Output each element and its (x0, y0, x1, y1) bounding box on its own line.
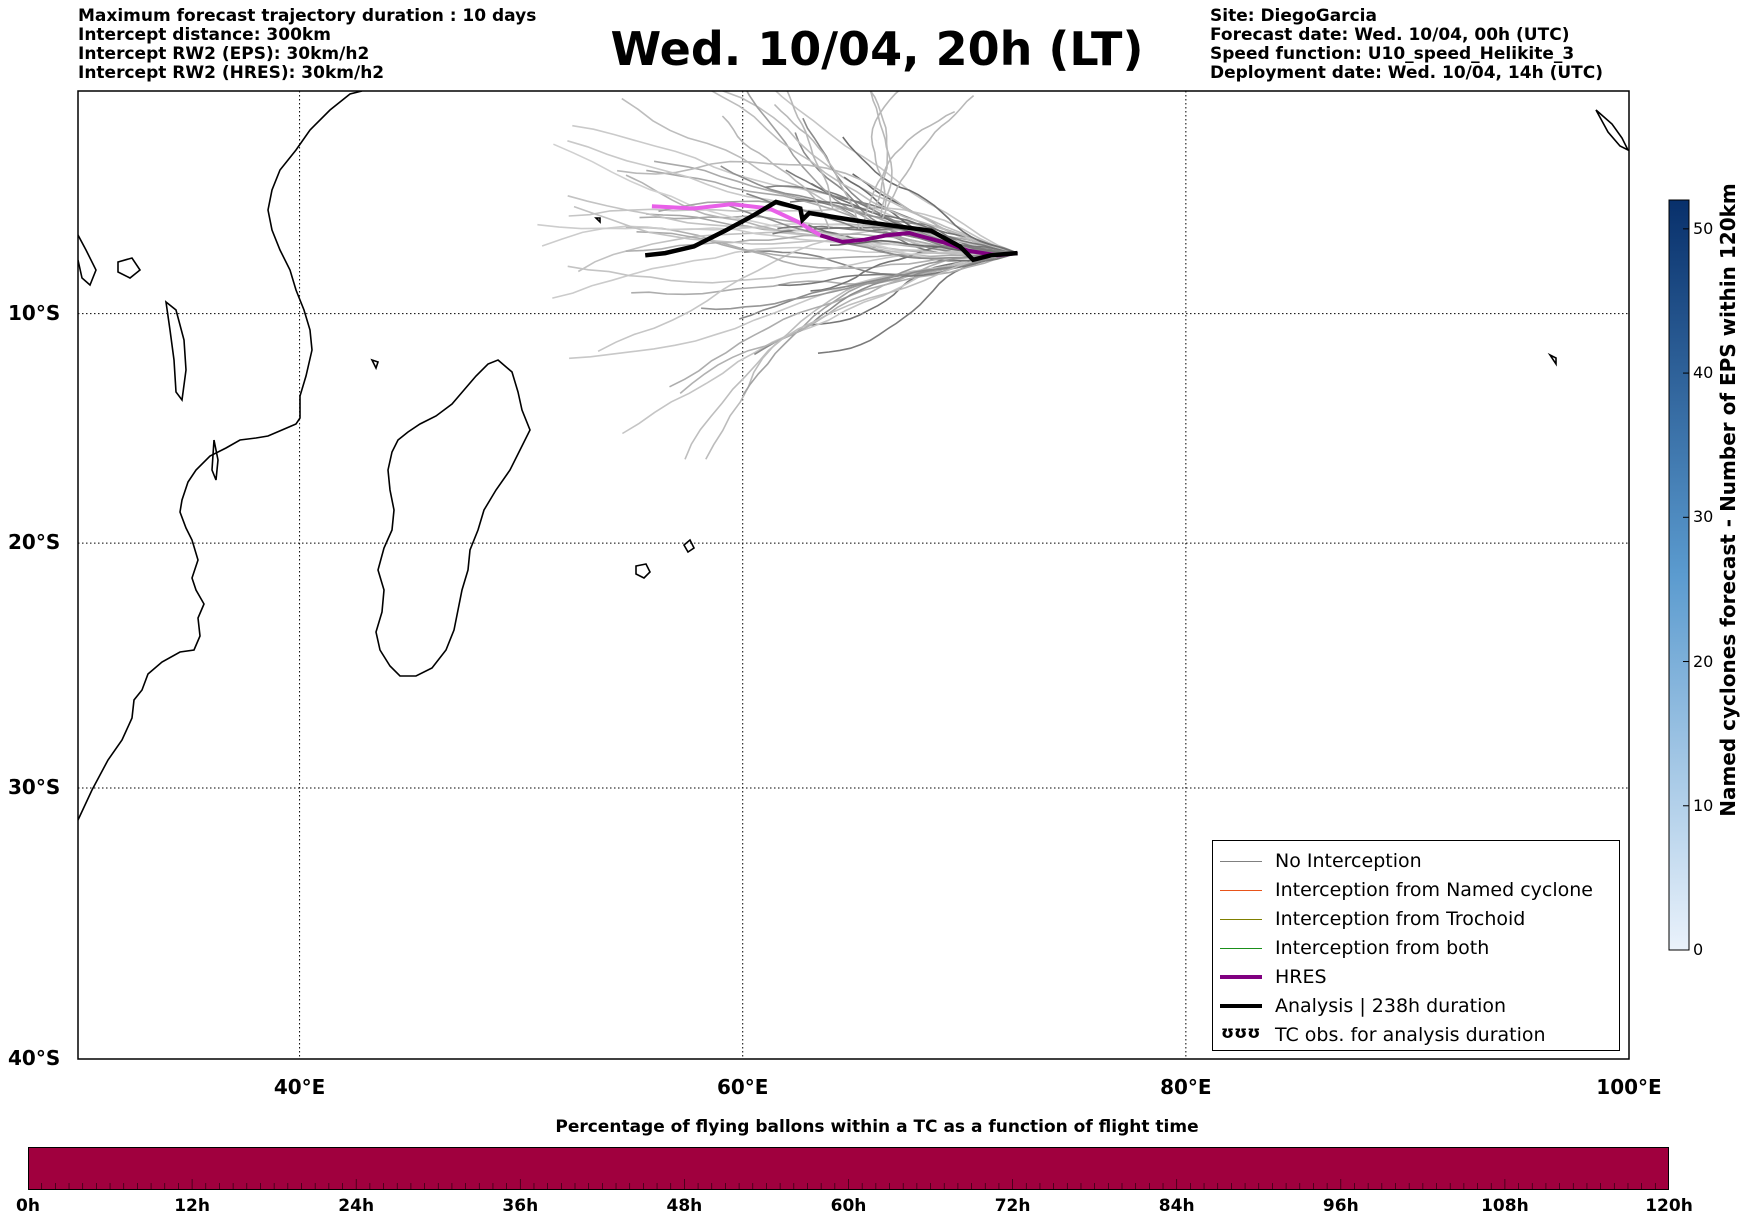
legend-item: Interception from Trochoid (1213, 905, 1619, 933)
header-right-line: Deployment date: Wed. 10/04, 14h (UTC) (1210, 63, 1604, 83)
legend-item: ʊʊʊ TC obs. for analysis duration (1213, 1021, 1619, 1049)
legend-label: TC obs. for analysis duration (1275, 1024, 1546, 1046)
header-left-line: Intercept RW2 (HRES): 30km/h2 (78, 63, 385, 83)
island-mauritius (682, 538, 696, 554)
lake-tanganyika (164, 300, 187, 403)
eps-trajectory (721, 115, 830, 229)
legend-line-swatch (1220, 860, 1262, 862)
colorbar (1668, 199, 1690, 951)
flight-time-tick-label: 12h (174, 1196, 210, 1216)
legend-label: Analysis | 238h duration (1275, 995, 1507, 1017)
tc-symbol-icon: ʊʊʊ (1221, 1023, 1261, 1043)
legend-line-swatch (1220, 975, 1262, 979)
header-left-line: Intercept RW2 (EPS): 30km/h2 (78, 44, 370, 64)
legend-item: Interception from Named cyclone (1213, 876, 1619, 904)
flight-time-tick-label: 60h (830, 1196, 867, 1216)
flight-time-tick-label: 96h (1322, 1196, 1359, 1216)
eps-trajectory (567, 250, 1018, 284)
island-seychelles (594, 217, 601, 224)
legend-label: HRES (1275, 966, 1327, 988)
header-right: Site: DiegoGarcia Forecast date: Wed. 10… (1210, 7, 1603, 83)
legend-label: Interception from Trochoid (1275, 908, 1526, 930)
coastline-arabia (78, 234, 97, 287)
flight-time-tick-label: 0h (16, 1196, 40, 1216)
eps-trajectory (636, 231, 1018, 260)
island-comoros (370, 358, 380, 371)
eps-trajectory (881, 94, 975, 219)
eps-trajectory (774, 91, 1018, 254)
lat-tick-label: 40°S (8, 1046, 61, 1070)
legend-item: Interception from both (1213, 934, 1619, 962)
flight-time-tick-label: 24h (338, 1196, 375, 1216)
lake-malawi (211, 439, 219, 481)
colorbar-tick-label: 0 (1693, 940, 1704, 959)
header-right-line: Speed function: U10_speed_Helikite_3 (1210, 44, 1575, 64)
legend-line-swatch (1220, 918, 1262, 920)
bottom-bar-title: Percentage of flying ballons within a TC… (555, 1117, 1199, 1137)
eps-trajectory (684, 252, 1018, 460)
eps-trajectory (869, 91, 889, 215)
legend-line-swatch (1220, 889, 1262, 891)
flight-time-tick-label: 48h (666, 1196, 703, 1216)
legend-label: Interception from Named cyclone (1275, 879, 1593, 901)
header-right-line: Site: DiegoGarcia (1210, 6, 1377, 26)
lon-tick-label: 60°E (716, 1075, 769, 1099)
flight-time-ticks (41, 1179, 1656, 1189)
flight-time-tick-label: 36h (502, 1196, 539, 1216)
page-title: Wed. 10/04, 20h (LT) (610, 22, 1144, 76)
legend-item: Analysis | 238h duration (1213, 992, 1619, 1020)
map-grid (78, 91, 1629, 1059)
colorbar-tick-label: 40 (1693, 363, 1714, 383)
flight-time-tick-label: 84h (1158, 1196, 1195, 1216)
colorbar-tick-label: 30 (1693, 507, 1714, 527)
lat-tick-label: 20°S (8, 530, 61, 555)
island-chagos-east (1547, 352, 1557, 367)
flight-time-tick-label: 108h (1481, 1196, 1529, 1216)
island-indonesia (1595, 109, 1629, 152)
colorbar-label: Named cyclones forecast - Number of EPS … (1716, 183, 1740, 817)
hres-track-light (651, 202, 822, 238)
colorbar-tick-label: 20 (1693, 651, 1714, 671)
lat-tick-label: 30°S (8, 774, 61, 799)
legend-item: HRES (1213, 963, 1619, 991)
legend-label: Interception from both (1275, 937, 1490, 959)
colorbar-tick-label: 50 (1693, 218, 1714, 238)
eps-trajectory (870, 91, 900, 216)
colorbar-ticks (1683, 228, 1689, 951)
eps-trajectory (773, 103, 860, 230)
flight-time-tick-label: 120h (1645, 1196, 1693, 1216)
legend-line-swatch (1220, 947, 1262, 949)
eps-trajectory (701, 252, 1018, 311)
map-frame (77, 90, 1630, 1060)
lon-tick-label: 40°E (273, 1075, 326, 1099)
eps-trajectory (786, 91, 834, 209)
island-reunion (635, 563, 651, 579)
lon-tick-label: 80°E (1160, 1075, 1212, 1099)
map-legend: No Interception Interception from Named c… (1212, 840, 1620, 1051)
eps-trajectory (842, 136, 1018, 254)
eps-trajectory (720, 91, 1018, 254)
lon-tick-label: 100°E (1596, 1075, 1662, 1099)
legend-line-swatch (1220, 1004, 1262, 1008)
header-left: Maximum forecast trajectory duration : 1… (78, 7, 536, 83)
eps-trajectory (710, 91, 1018, 254)
header-right-line: Forecast date: Wed. 10/04, 00h (UTC) (1210, 25, 1570, 45)
coastline-madagascar (375, 359, 531, 677)
eps-trajectory (705, 252, 1018, 460)
lake-victoria (117, 257, 142, 279)
colorbar-tick-label: 10 (1693, 795, 1714, 815)
coastline-africa (78, 91, 363, 821)
eps-trajectory (669, 252, 1018, 388)
legend-label: No Interception (1275, 850, 1422, 872)
analysis-track (644, 199, 1018, 263)
header-left-line: Intercept distance: 300km (78, 25, 331, 45)
lat-tick-label: 10°S (8, 300, 61, 325)
eps-trajectory (861, 110, 956, 229)
eps-trajectory (738, 252, 1018, 320)
legend-item: No Interception (1213, 847, 1619, 875)
header-left-line: Maximum forecast trajectory duration : 1… (78, 6, 537, 26)
flight-time-tick-label: 72h (994, 1196, 1031, 1216)
